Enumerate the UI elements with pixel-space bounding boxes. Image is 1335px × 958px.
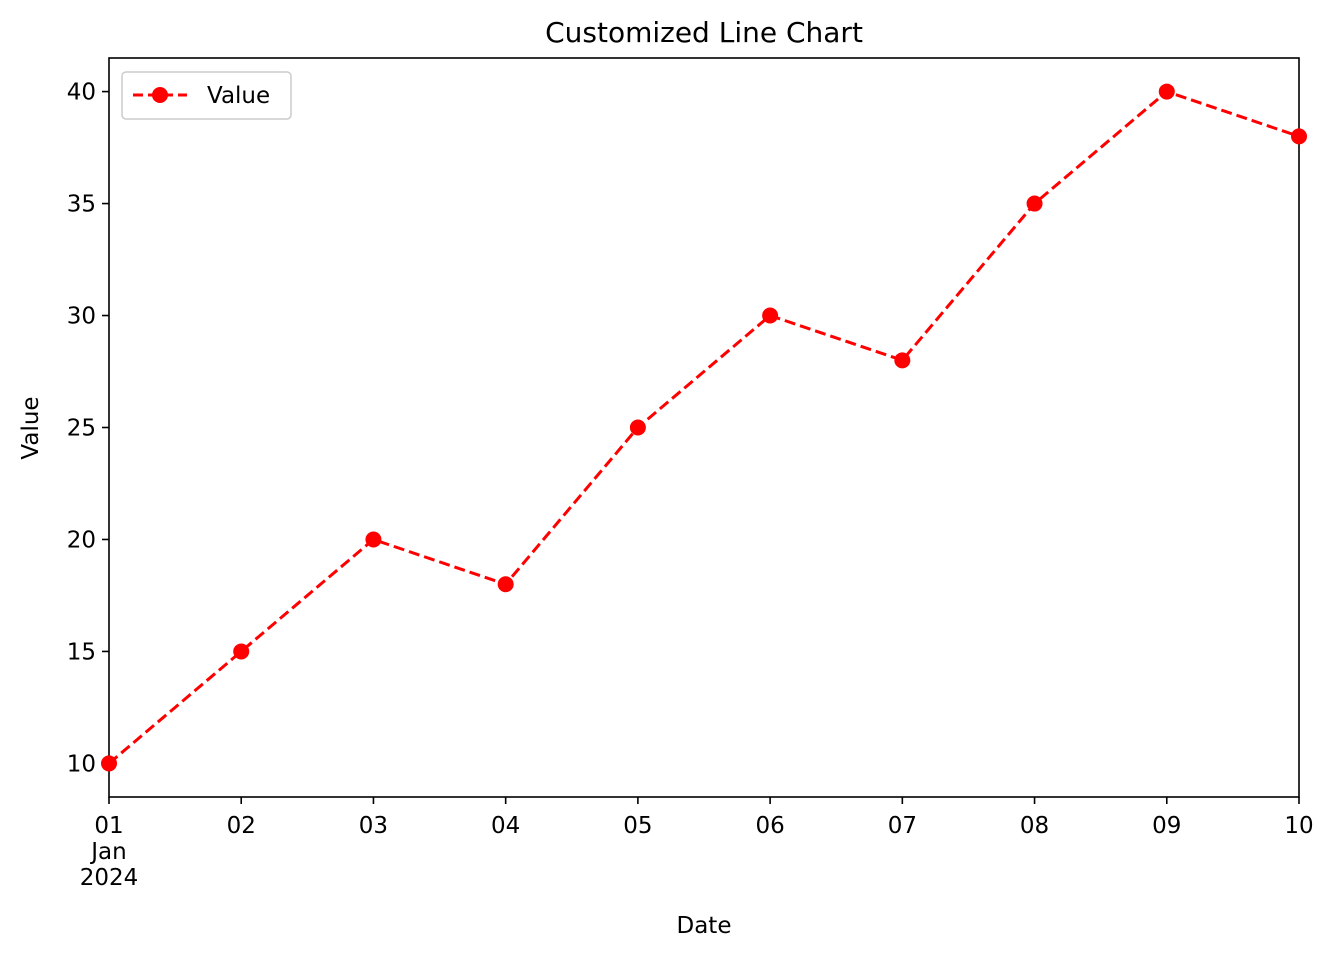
data-point: [1291, 128, 1307, 145]
data-point: [762, 307, 779, 324]
y-axis-ticks: 10 15 20 25 30 35 40: [67, 80, 109, 777]
y-tick-label: 10: [67, 751, 96, 777]
chart-title: Customized Line Chart: [545, 16, 863, 49]
y-tick-label: 40: [67, 80, 96, 106]
series-line-value: [108, 89, 1300, 765]
x-tick-label: 09: [1152, 813, 1181, 839]
data-point: [894, 352, 911, 369]
data-point: [101, 755, 117, 772]
data-point: [497, 576, 514, 593]
x-tick-label: 10: [1284, 813, 1313, 839]
legend: Value: [121, 71, 292, 120]
y-tick-label: 25: [67, 416, 96, 442]
x-tick-label: 04: [491, 813, 520, 839]
x-axis-title: Date: [677, 913, 732, 939]
x-tick-label: 02: [227, 813, 256, 839]
x-tick-label: 03: [359, 813, 388, 839]
legend-box: [121, 71, 292, 120]
x-tick-sublabel: 2024: [80, 865, 139, 891]
data-point: [629, 419, 646, 436]
y-tick-label: 20: [67, 527, 96, 553]
y-tick-label: 15: [67, 639, 96, 665]
legend-label-value: Value: [207, 83, 270, 109]
x-tick-label: 05: [623, 813, 652, 839]
data-point: [365, 531, 382, 548]
data-point: [233, 643, 250, 660]
plot-area: [108, 57, 1300, 798]
y-tick-label: 35: [67, 192, 96, 218]
y-axis-title: Value: [18, 396, 44, 459]
data-point: [1026, 195, 1043, 212]
x-tick-label: 01: [94, 813, 123, 839]
y-tick-label: 30: [67, 304, 96, 330]
x-tick-label: 08: [1020, 813, 1049, 839]
data-point: [1158, 83, 1175, 100]
series-layer: [101, 83, 1307, 772]
legend-marker-sample: [152, 87, 168, 103]
x-tick-sublabel: Jan: [89, 839, 126, 865]
x-tick-label: 07: [888, 813, 917, 839]
x-tick-label: 06: [755, 813, 784, 839]
